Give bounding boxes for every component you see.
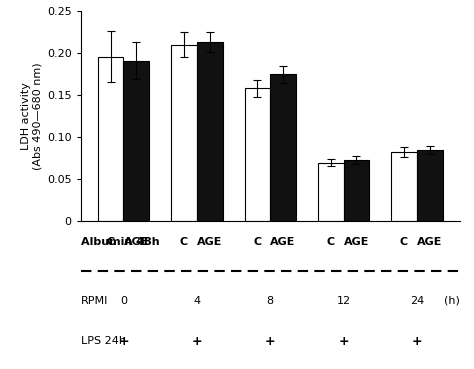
Bar bbox=[318, 162, 344, 221]
Text: AGE: AGE bbox=[344, 237, 369, 247]
Text: 0: 0 bbox=[120, 296, 127, 306]
Text: 8: 8 bbox=[266, 296, 274, 306]
Text: RPMI: RPMI bbox=[81, 296, 108, 306]
Text: C: C bbox=[327, 237, 335, 247]
Text: AGE: AGE bbox=[124, 237, 149, 247]
Text: (h): (h) bbox=[444, 296, 460, 306]
Text: AGE: AGE bbox=[197, 237, 222, 247]
Text: +: + bbox=[411, 335, 422, 348]
Text: LPS 24h: LPS 24h bbox=[81, 336, 126, 346]
Text: C: C bbox=[400, 237, 408, 247]
Text: C: C bbox=[253, 237, 261, 247]
Bar bbox=[197, 42, 222, 221]
Bar bbox=[417, 150, 443, 221]
Text: +: + bbox=[191, 335, 202, 348]
Text: AGE: AGE bbox=[270, 237, 296, 247]
Bar bbox=[245, 89, 270, 221]
Text: +: + bbox=[118, 335, 129, 348]
Text: C: C bbox=[107, 237, 115, 247]
Y-axis label: LDH activity
(Abs 490—680 nm): LDH activity (Abs 490—680 nm) bbox=[21, 62, 43, 170]
Bar bbox=[344, 160, 369, 221]
Text: +: + bbox=[265, 335, 275, 348]
Text: Albumin 48h: Albumin 48h bbox=[81, 237, 159, 247]
Bar bbox=[270, 74, 296, 221]
Text: 24: 24 bbox=[410, 296, 424, 306]
Bar bbox=[98, 56, 124, 221]
Text: AGE: AGE bbox=[417, 237, 442, 247]
Text: C: C bbox=[180, 237, 188, 247]
Text: 12: 12 bbox=[337, 296, 351, 306]
Bar bbox=[124, 61, 149, 221]
Text: 4: 4 bbox=[193, 296, 201, 306]
Bar bbox=[171, 45, 197, 221]
Bar bbox=[391, 152, 417, 221]
Text: +: + bbox=[338, 335, 349, 348]
